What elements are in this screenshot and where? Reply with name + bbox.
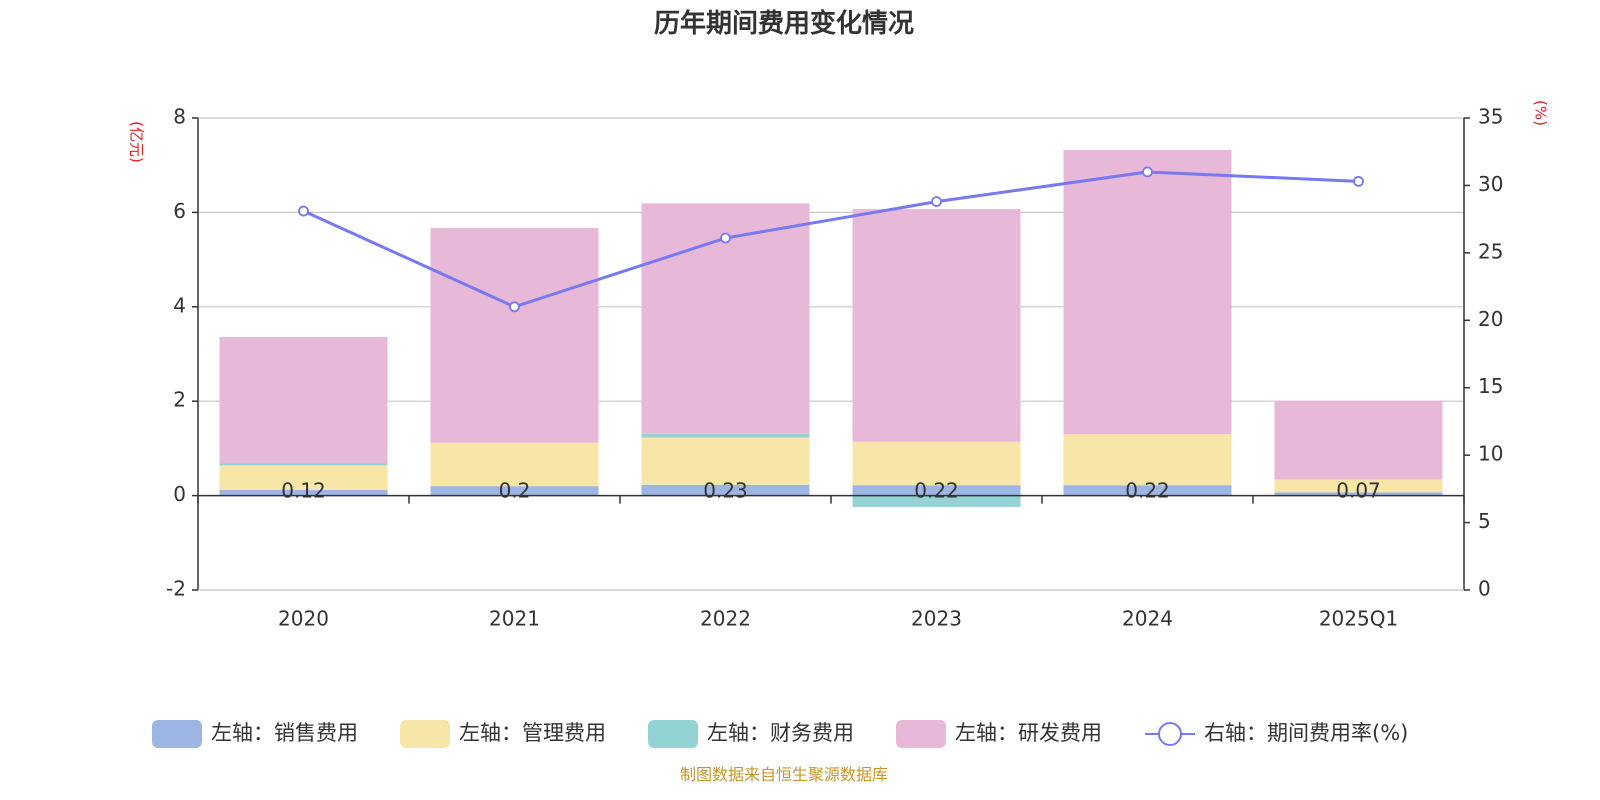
x-axis-tick-label: 2021 [489, 607, 540, 631]
bar-2-2020 [219, 465, 388, 490]
x-axis-tick-label: 2024 [1122, 607, 1173, 631]
x-axis-tick-label: 2020 [278, 607, 329, 631]
right-axis-ticks: 35 30 25 20 15 10 5 0 [1464, 105, 1503, 601]
legend-label-3: 左轴：财务费用 [707, 721, 854, 745]
right-axis-tick-label: 15 [1478, 374, 1503, 398]
x-axis-tick-label: 2023 [911, 607, 962, 631]
left-axis-tick-label: 6 [173, 199, 186, 223]
data-labels: 0.12 0.2 0.23 0.22 0.22 0.07 [281, 479, 1381, 503]
bar-3-2020 [219, 463, 388, 466]
legend-swatch-1 [152, 720, 202, 748]
bar-series-group [219, 150, 1443, 507]
rate-point-2022 [720, 232, 731, 244]
x-axis-tick-label: 2025Q1 [1319, 607, 1398, 631]
right-axis-tick-label: 5 [1478, 509, 1491, 533]
data-label: 0.07 [1336, 479, 1381, 503]
left-axis-tick-label: 4 [173, 293, 186, 317]
rate-point-2025Q1 [1353, 175, 1364, 187]
data-label: 0.2 [499, 479, 531, 503]
bar-2-2021 [430, 442, 599, 487]
bar-1-2024 [1063, 485, 1232, 496]
bar-3-2022 [641, 433, 810, 438]
rate-line [302, 170, 1359, 309]
rate-point-2024 [1142, 166, 1153, 178]
legend-swatch-4 [896, 720, 946, 748]
bar-1-2022 [641, 484, 810, 496]
data-label: 0.23 [703, 479, 748, 503]
bar-4-2023 [852, 209, 1021, 442]
bar-2-2023 [852, 441, 1021, 486]
legend-swatch-3 [648, 720, 698, 748]
bar-2-2024 [1063, 434, 1232, 486]
right-axis-tick-label: 35 [1478, 105, 1503, 129]
legend-swatch-2 [400, 720, 450, 748]
legend-circle-marker [1158, 722, 1182, 746]
bar-3-2023 [852, 495, 1021, 507]
legend-label-4: 左轴：研发费用 [955, 721, 1102, 745]
source-note: 制图数据来自恒生聚源数据库 [680, 765, 888, 784]
left-axis-unit: (亿元) [128, 121, 146, 163]
x-axis-tick-label: 2022 [700, 607, 751, 631]
right-axis-tick-label: 25 [1478, 239, 1503, 263]
data-label: 0.22 [914, 479, 959, 503]
chart-title: 历年期间费用变化情况 [654, 8, 914, 39]
bar-4-2021 [430, 227, 599, 443]
bar-2-2022 [641, 437, 810, 485]
legend-label-1: 左轴：销售费用 [211, 721, 358, 745]
rate-line-series [298, 166, 1364, 313]
rate-point-2023 [931, 196, 942, 208]
left-axis-ticks: 8 6 4 2 0 -2 [166, 105, 198, 601]
left-axis-tick-label: -2 [166, 577, 186, 601]
left-axis-tick-label: 2 [173, 388, 186, 412]
bar-4-2025Q1 [1274, 400, 1443, 480]
legend-label-2: 左轴：管理费用 [459, 721, 606, 745]
bar-4-2024 [1063, 150, 1232, 435]
right-axis-tick-label: 20 [1478, 307, 1503, 331]
right-axis-tick-label: 10 [1478, 442, 1503, 466]
legend: 左轴：销售费用 左轴：管理费用 左轴：财务费用 左轴：研发费用 右轴：期间费用率(%) [152, 720, 1408, 748]
bar-1-2025Q1 [1274, 492, 1443, 496]
data-label: 0.12 [281, 479, 326, 503]
right-axis-tick-label: 0 [1478, 577, 1491, 601]
right-axis-unit: (%) [1532, 100, 1550, 126]
bar-1-2021 [430, 486, 599, 496]
axes [197, 118, 1465, 591]
bar-1-2020 [219, 489, 388, 496]
x-axis-ticks: 2020 2021 2022 2023 2024 2025Q1 [278, 607, 1398, 631]
bar-4-2020 [219, 337, 388, 464]
bar-1-2023 [852, 485, 1021, 496]
gridlines [198, 117, 1464, 591]
right-axis-tick-label: 30 [1478, 172, 1503, 196]
left-axis-tick-label: 8 [173, 105, 186, 129]
left-axis-tick-label: 0 [173, 482, 186, 506]
data-label: 0.22 [1125, 479, 1170, 503]
rate-point-2020 [298, 205, 309, 217]
rate-point-2021 [509, 301, 520, 313]
legend-label-5: 右轴：期间费用率(%) [1204, 721, 1408, 745]
bar-2-2025Q1 [1274, 479, 1443, 493]
